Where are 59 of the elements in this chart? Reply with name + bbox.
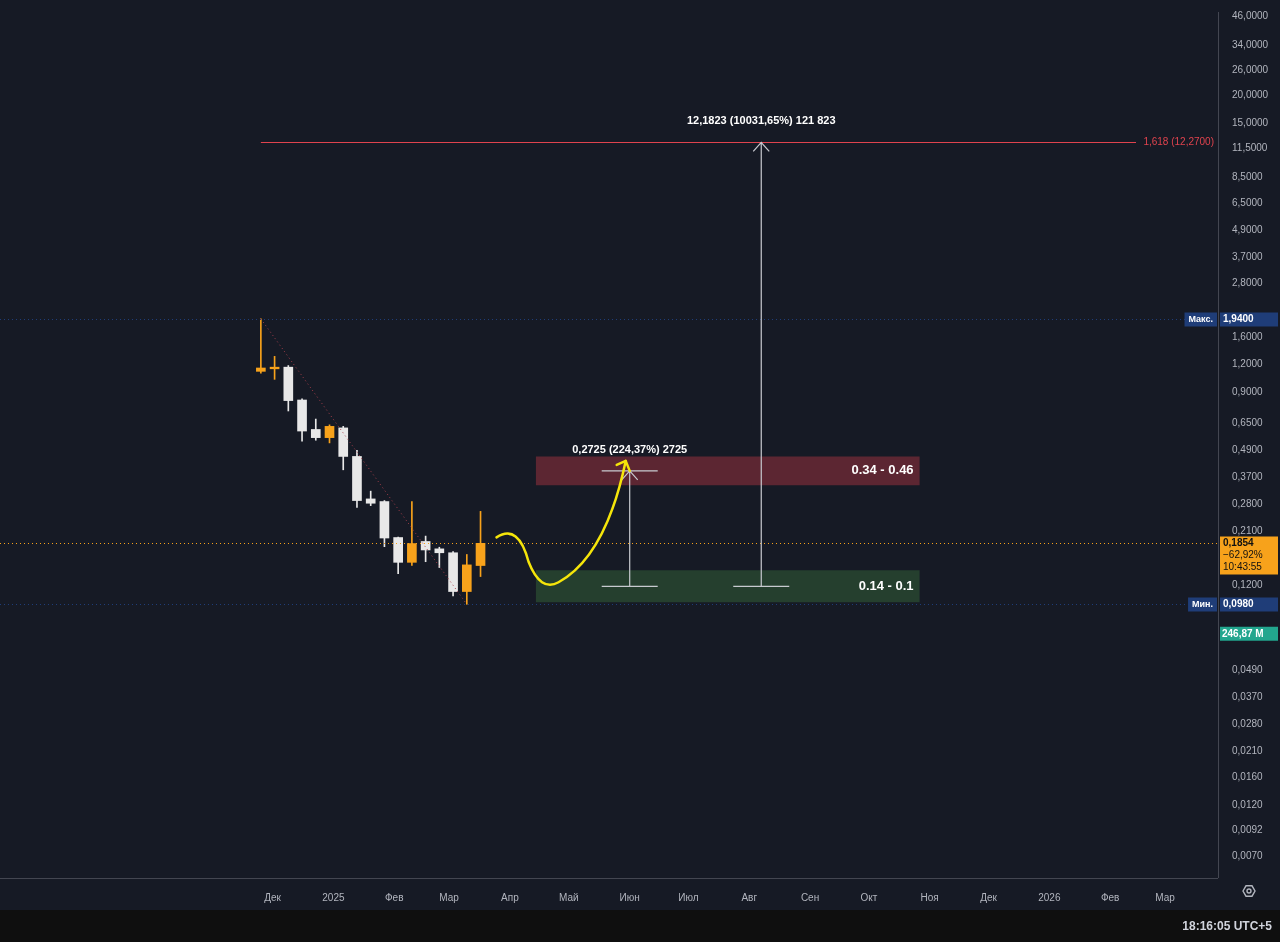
y-tick-label: 6,5000 xyxy=(1232,196,1264,208)
x-tick-label: Ноя xyxy=(920,891,939,903)
annotation: 12,1823 (10031,65%) 121 823 xyxy=(685,114,837,127)
y-tick-label: 0,6500 xyxy=(1232,417,1264,429)
x-tick-label: Фев xyxy=(1100,891,1120,903)
x-tick-label: Окт xyxy=(860,891,878,903)
annotation: Макс. xyxy=(1188,313,1214,324)
ref-line-label: 0,0980 xyxy=(1223,598,1255,610)
x-tick-label: Июл xyxy=(678,891,699,903)
y-tick-label: 0,2100 xyxy=(1232,525,1264,537)
y-tick-label: 0,0280 xyxy=(1232,717,1264,729)
annotation: 1,618 (12,2700) xyxy=(1143,136,1214,148)
ref-line-label: 1,9400 xyxy=(1223,313,1255,325)
y-tick-label: 2,8000 xyxy=(1232,277,1264,289)
text: 18:16:05 UTC+5 xyxy=(1182,919,1272,933)
x-tick-label: Дек xyxy=(980,891,998,903)
x-tick-label: Апр xyxy=(501,891,520,903)
y-tick-label: 15,0000 xyxy=(1232,116,1269,128)
x-tick-label: Сен xyxy=(800,891,820,903)
candlestick xyxy=(256,318,266,374)
y-tick-label: 0,9000 xyxy=(1232,386,1264,398)
y-tick-label: 0,0070 xyxy=(1232,850,1264,862)
text: −62,92% xyxy=(1223,549,1263,561)
y-tick-label: 26,0000 xyxy=(1232,64,1269,76)
annotation: 0,2725 (224,37%) 2725 xyxy=(571,442,689,455)
y-tick-label: 20,0000 xyxy=(1232,89,1269,101)
x-tick-label: 2025 xyxy=(322,891,345,903)
text: 10:43:55 xyxy=(1223,561,1263,573)
band-label: 0.34 - 0.46 xyxy=(851,462,914,478)
y-tick-label: 0,2800 xyxy=(1232,497,1264,509)
annotation: Мин. xyxy=(1192,598,1213,609)
x-tick-label: 2026 xyxy=(1038,891,1061,903)
y-tick-label: 0,0120 xyxy=(1232,798,1264,810)
y-tick-label: 0,0092 xyxy=(1232,824,1264,836)
x-tick-label: Мар xyxy=(1155,891,1176,903)
y-tick-label: 1,6000 xyxy=(1232,330,1264,342)
x-tick-label: Фев xyxy=(384,891,404,903)
y-tick-label: 0,0370 xyxy=(1232,691,1264,703)
y-tick-label: 0,0210 xyxy=(1232,745,1264,757)
y-tick-label: 46,0000 xyxy=(1232,9,1269,21)
ref-line-label: 0,1854 xyxy=(1223,537,1255,549)
y-tick-label: 11,5000 xyxy=(1232,142,1268,154)
y-tick-label: 0,1200 xyxy=(1232,578,1264,590)
y-tick-label: 0,0490 xyxy=(1232,664,1264,676)
y-tick-label: 0,0160 xyxy=(1232,771,1264,783)
y-tick-label: 0,4900 xyxy=(1232,444,1264,456)
x-tick-label: Мар xyxy=(439,891,460,903)
y-tick-label: 8,5000 xyxy=(1232,171,1264,183)
y-tick-label: 1,2000 xyxy=(1232,358,1264,370)
y-tick-label: 34,0000 xyxy=(1232,38,1269,50)
y-tick-label: 4,9000 xyxy=(1232,223,1264,235)
x-tick-label: Июн xyxy=(619,891,640,903)
x-tick-label: Май xyxy=(559,891,579,903)
text: 246,87 M xyxy=(1222,627,1264,639)
x-tick-label: Дек xyxy=(264,891,282,903)
band-label: 0.14 - 0.1 xyxy=(858,577,914,593)
y-tick-label: 0,3700 xyxy=(1232,471,1264,483)
x-tick-label: Авг xyxy=(741,891,758,903)
y-tick-label: 3,7000 xyxy=(1232,250,1264,262)
